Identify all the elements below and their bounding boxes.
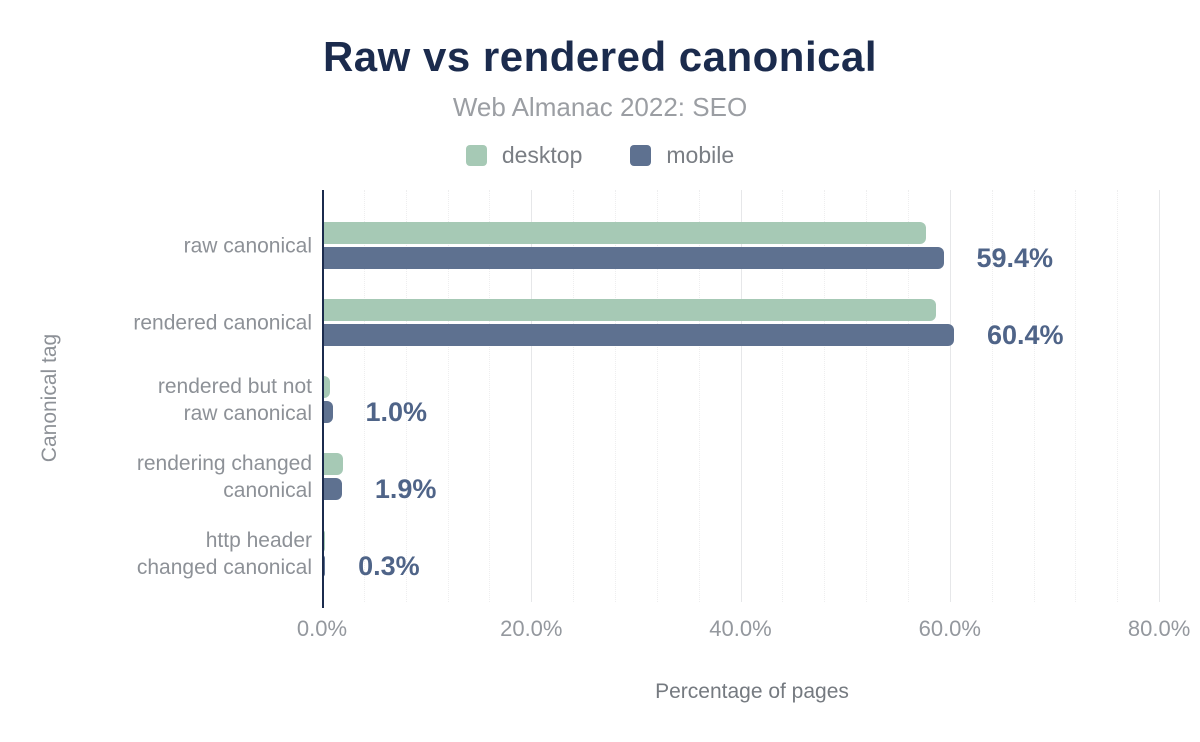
x-tick-label: 40.0%	[709, 616, 772, 641]
minor-gridline	[782, 190, 784, 602]
minor-gridline	[489, 190, 491, 602]
mobile-swatch-icon	[630, 145, 652, 166]
value-label: 1.0%	[365, 397, 428, 427]
category-label: rendered canonical	[133, 311, 312, 334]
value-label: 0.3%	[358, 551, 420, 581]
bar-desktop	[322, 453, 343, 475]
bar-mobile	[322, 478, 342, 500]
minor-gridline	[908, 190, 909, 602]
x-axis-title: Percentage of pages	[655, 680, 849, 703]
bar-mobile	[322, 324, 954, 346]
bar-desktop	[322, 299, 937, 321]
legend-item-desktop: desktop	[465, 142, 583, 169]
bar-desktop	[322, 376, 331, 398]
y-axis-line	[322, 190, 324, 608]
value-label: 60.4%	[987, 320, 1064, 350]
x-tick-label: 20.0%	[500, 616, 563, 641]
legend-item-mobile: mobile	[630, 142, 734, 169]
x-tick-label: 60.0%	[918, 616, 981, 641]
minor-gridline	[1117, 190, 1119, 602]
value-label: 1.9%	[374, 474, 437, 504]
major-gridline	[740, 190, 742, 602]
legend: desktop mobile	[0, 142, 1200, 169]
minor-gridline	[698, 190, 700, 602]
desktop-swatch-icon	[465, 145, 487, 166]
bar-mobile	[322, 401, 333, 423]
minor-gridline	[824, 190, 826, 602]
minor-gridline	[991, 190, 993, 602]
category-label: raw canonical	[183, 234, 312, 257]
category-label: rendering changed canonical	[136, 451, 312, 502]
minor-gridline	[615, 190, 616, 602]
category-label: rendered but not raw canonical	[157, 374, 312, 425]
x-tick-label: 0.0%	[296, 616, 348, 641]
value-label: 59.4%	[976, 243, 1054, 273]
chart-subtitle: Web Almanac 2022: SEO	[452, 92, 748, 122]
category-label: http header changed canonical	[136, 528, 312, 579]
minor-gridline	[363, 190, 365, 602]
major-gridline	[949, 190, 951, 602]
legend-label-desktop: desktop	[501, 142, 583, 168]
minor-gridline	[405, 190, 407, 602]
major-gridline	[531, 190, 533, 602]
bar-mobile	[322, 247, 944, 269]
minor-gridline	[1075, 190, 1077, 602]
x-tick-label: 80.0%	[1127, 616, 1191, 641]
minor-gridline	[866, 190, 868, 602]
minor-gridline	[1033, 190, 1035, 602]
minor-gridline	[573, 190, 575, 602]
bar-desktop	[322, 222, 926, 244]
minor-gridline	[447, 190, 449, 602]
minor-gridline	[656, 190, 658, 602]
plot-area	[322, 190, 1180, 602]
major-gridline	[1159, 190, 1161, 602]
legend-label-mobile: mobile	[666, 142, 735, 168]
chart-title: Raw vs rendered canonical	[322, 33, 878, 80]
